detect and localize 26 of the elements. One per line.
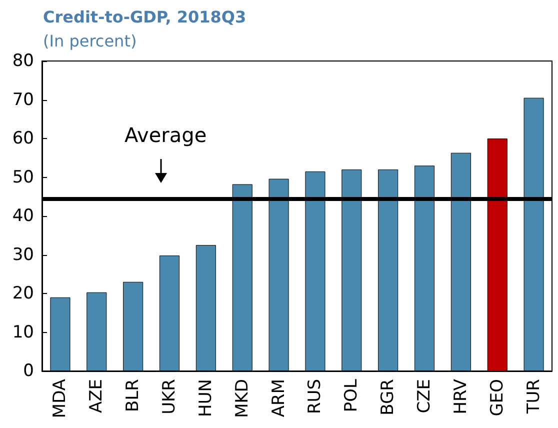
y-tick-label: 30 <box>12 244 34 265</box>
y-tick-label: 70 <box>12 90 34 110</box>
x-tick-label: CZE <box>414 379 434 414</box>
x-tick-label: AZE <box>86 379 107 414</box>
y-tick-label: 80 <box>12 51 34 71</box>
x-tick-label: UKR <box>160 378 180 414</box>
x-tick-label: RUS <box>305 379 326 414</box>
x-tick-label: BGR <box>378 378 398 416</box>
y-tick-label: 10 <box>12 322 34 342</box>
x-tick-label: ARM <box>268 379 289 418</box>
x-tick-label: GEO <box>487 379 508 416</box>
chart-subtitle: (In percent) <box>43 32 137 50</box>
y-tick-label: 60 <box>12 128 34 148</box>
chart-title: Credit-to-GDP, 2018Q3 <box>43 8 246 26</box>
y-tick-label: 0 <box>23 361 34 381</box>
y-tick-label: 20 <box>12 284 34 304</box>
y-tick-label: 50 <box>12 167 34 188</box>
x-tick-label: MKD <box>232 379 252 418</box>
x-tick-label: MDA <box>50 378 70 418</box>
x-tick-label: TUR <box>524 378 544 415</box>
x-tick-label: HUN <box>196 379 216 417</box>
x-tick-label: BLR <box>123 378 144 412</box>
x-tick-label: HRV <box>450 378 471 414</box>
x-tick-label: POL <box>342 378 362 412</box>
ref-line-label: Average <box>124 122 207 147</box>
y-tick-label: 40 <box>12 206 34 226</box>
